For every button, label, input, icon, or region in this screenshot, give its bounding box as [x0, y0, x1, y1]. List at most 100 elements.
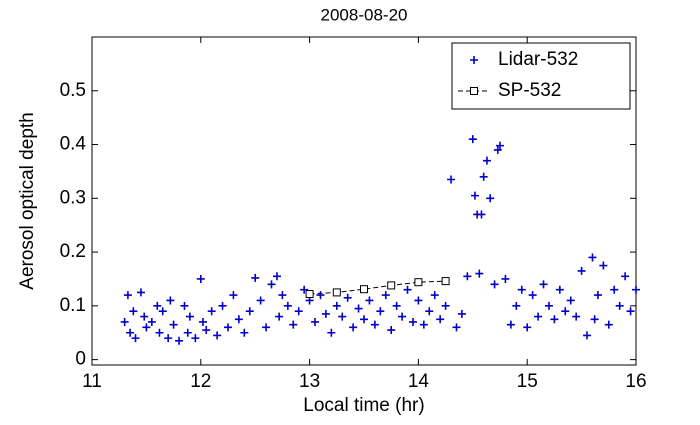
y-axis-label: Aerosol optical depth: [17, 112, 38, 289]
data-point: [539, 280, 548, 289]
data-point: [360, 315, 368, 324]
data-point: [294, 307, 303, 316]
data-point: [408, 317, 417, 326]
data-point: [496, 141, 504, 150]
data-point: [169, 320, 178, 329]
data-point: [479, 172, 488, 181]
data-point: [332, 301, 341, 310]
data-point: [126, 328, 135, 337]
data-point: [447, 175, 456, 184]
chart-title: 2008-08-20: [321, 5, 408, 24]
data-point: [218, 301, 227, 310]
y-tick-label: 0.3: [60, 187, 86, 208]
data-point: [224, 323, 232, 332]
data-point: [387, 281, 396, 290]
legend-marker: [470, 87, 478, 95]
data-point: [283, 301, 292, 310]
data-point: [398, 312, 407, 321]
data-point: [528, 291, 537, 300]
data-point: [140, 312, 149, 321]
data-point: [550, 315, 559, 324]
legend-box: [451, 42, 631, 110]
x-tick-label: 16: [625, 371, 646, 392]
data-point: [615, 301, 624, 310]
legend-label: SP-532: [498, 80, 561, 101]
legend-marker: [470, 56, 478, 64]
data-point: [289, 320, 298, 329]
data-point: [610, 285, 619, 294]
data-point: [544, 301, 553, 310]
data-point: [185, 312, 194, 321]
x-tick-label: 13: [299, 371, 320, 392]
data-point: [590, 315, 599, 324]
data-point: [523, 323, 532, 332]
data-point: [175, 336, 184, 345]
data-point: [419, 320, 428, 329]
data-point: [506, 320, 515, 329]
data-point: [490, 280, 499, 289]
data-point: [414, 278, 423, 287]
data-point: [436, 315, 445, 324]
data-point: [183, 328, 192, 337]
data-point: [327, 328, 336, 337]
data-point: [441, 301, 450, 310]
series-line: [309, 280, 446, 295]
data-point: [512, 301, 521, 310]
data-point: [376, 307, 385, 316]
y-tick-label: 0.2: [60, 241, 86, 262]
data-point: [147, 317, 156, 326]
y-tick-label: 0.1: [60, 295, 86, 316]
data-point: [493, 145, 502, 154]
data-point: [430, 291, 439, 300]
data-point: [470, 191, 479, 200]
data-point: [463, 272, 472, 281]
data-point: [191, 334, 200, 343]
data-point: [180, 301, 189, 310]
data-point: [626, 307, 635, 316]
data-point: [583, 331, 592, 340]
data-point: [566, 296, 575, 305]
data-point: [129, 307, 138, 316]
data-point: [572, 312, 581, 321]
data-point: [387, 326, 396, 335]
data-point: [311, 317, 320, 326]
data-point: [343, 293, 352, 302]
data-point: [305, 290, 314, 299]
data-point: [457, 309, 466, 318]
y-tick-label: 0.4: [60, 134, 87, 155]
data-point: [164, 334, 173, 343]
data-point: [468, 135, 477, 144]
data-point: [425, 307, 434, 316]
data-point: [599, 261, 608, 270]
data-point: [256, 296, 265, 305]
data-point: [300, 285, 309, 294]
data-point: [229, 291, 238, 300]
y-tick-label: 0.5: [60, 80, 86, 101]
data-point: [213, 331, 222, 340]
data-point: [482, 156, 491, 165]
data-point: [272, 272, 281, 281]
data-point: [338, 312, 347, 321]
y-tick-label: 0: [75, 349, 86, 370]
data-point: [196, 274, 205, 283]
data-point: [131, 334, 140, 343]
data-point: [486, 194, 495, 203]
data-point: [120, 317, 129, 326]
data-point: [332, 288, 341, 297]
data-point: [262, 323, 271, 332]
data-point: [414, 296, 423, 305]
legend-label: Lidar-532: [498, 49, 578, 70]
data-point: [621, 272, 630, 281]
x-tick-label: 14: [408, 371, 430, 392]
data-point: [403, 285, 412, 294]
data-point: [477, 210, 486, 219]
data-point: [534, 312, 543, 321]
data-point: [441, 277, 450, 286]
data-point: [267, 280, 276, 289]
data-point: [158, 307, 167, 316]
data-point: [251, 273, 260, 282]
data-point: [365, 296, 374, 305]
data-point: [501, 274, 510, 283]
data-point: [198, 317, 207, 326]
